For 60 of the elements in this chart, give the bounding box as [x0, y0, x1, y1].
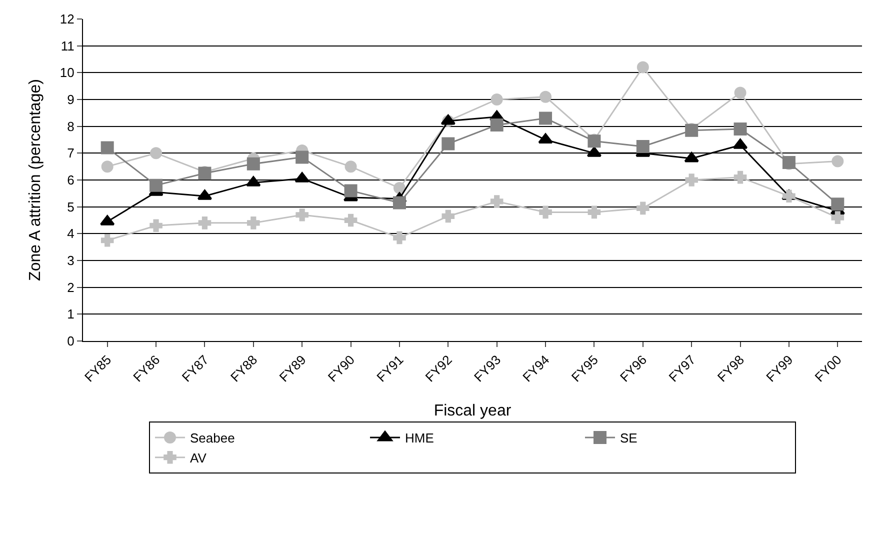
- point: [832, 155, 844, 168]
- y-tick-label: 3: [67, 253, 74, 268]
- legend-label: HME: [405, 430, 434, 446]
- point: [100, 234, 114, 247]
- legend-label: SE: [620, 430, 638, 446]
- point: [100, 141, 114, 154]
- point: [539, 206, 552, 219]
- legend-label: AV: [190, 450, 207, 466]
- y-tick-label: 11: [60, 38, 74, 54]
- point: [442, 137, 455, 150]
- point: [294, 172, 310, 182]
- y-tick-label: 1: [67, 306, 74, 322]
- y-tick-label: 4: [67, 226, 74, 242]
- point: [588, 206, 601, 219]
- point: [636, 140, 650, 153]
- point: [636, 61, 649, 74]
- point: [636, 202, 650, 215]
- point: [393, 231, 406, 244]
- point: [392, 196, 406, 210]
- point: [490, 94, 503, 106]
- point: [540, 90, 552, 103]
- point: [734, 122, 747, 136]
- point: [538, 133, 553, 144]
- y-tick-label: 6: [67, 172, 74, 188]
- point: [442, 210, 455, 223]
- point: [490, 195, 504, 208]
- point: [684, 152, 699, 162]
- point: [150, 178, 163, 192]
- point: [344, 214, 358, 227]
- point: [150, 219, 162, 232]
- y-axis-title: Zone A attrition (percentage): [26, 79, 44, 281]
- point: [734, 86, 746, 99]
- y-tick-label: 2: [67, 280, 74, 295]
- point: [246, 157, 260, 170]
- point: [150, 147, 162, 160]
- point: [247, 216, 260, 230]
- y-tick-label: 10: [60, 65, 74, 80]
- y-tick-label: 5: [67, 199, 74, 214]
- point: [198, 216, 212, 230]
- y-tick-label: 9: [67, 92, 74, 108]
- y-tick-label: 0: [67, 334, 74, 349]
- legend-label: Seabee: [190, 430, 235, 446]
- point: [296, 150, 309, 164]
- point: [490, 118, 504, 132]
- y-tick-label: 12: [60, 12, 74, 27]
- point: [344, 160, 357, 173]
- point: [296, 208, 308, 222]
- point: [393, 182, 406, 194]
- point: [246, 176, 261, 186]
- y-tick-label: 8: [67, 118, 74, 134]
- point: [782, 190, 796, 202]
- point: [344, 184, 358, 198]
- x-axis-title: Fiscal year: [434, 402, 512, 420]
- point: [831, 198, 844, 211]
- point: [831, 211, 844, 224]
- y-tick-label: 7: [67, 146, 74, 161]
- point: [734, 170, 747, 184]
- point: [685, 174, 698, 186]
- point: [539, 112, 552, 125]
- point: [101, 160, 114, 173]
